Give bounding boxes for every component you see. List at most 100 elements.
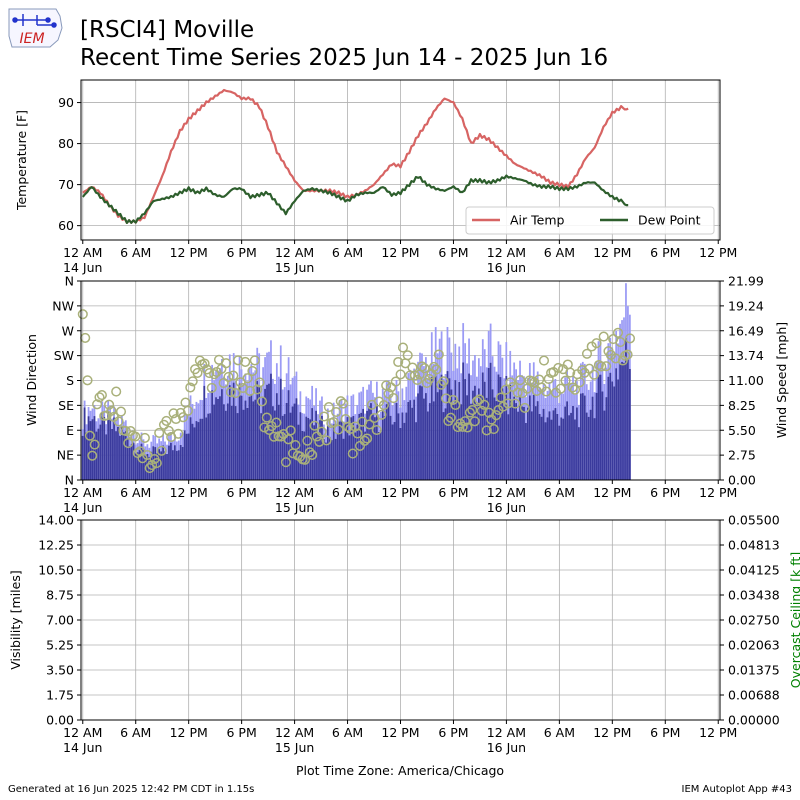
x-day-label: 15 Jun bbox=[275, 740, 314, 755]
speed-bar bbox=[150, 451, 153, 480]
speed-bar bbox=[570, 412, 572, 480]
speed-bar bbox=[274, 410, 276, 480]
speed-tick-label: 0.00 bbox=[728, 473, 756, 488]
speed-bar bbox=[530, 411, 533, 480]
series-line-dew-point bbox=[81, 174, 629, 224]
speed-bar bbox=[358, 413, 361, 480]
speed-bar bbox=[201, 418, 204, 480]
speed-bar bbox=[164, 451, 166, 480]
speed-bar bbox=[558, 425, 561, 480]
visibility-tick-label: 5.25 bbox=[46, 638, 74, 653]
speed-bar bbox=[476, 404, 478, 480]
speed-bar bbox=[270, 373, 272, 480]
direction-marker bbox=[156, 445, 167, 456]
x-day-label: 16 Jun bbox=[487, 500, 526, 515]
x-tick-label: 12 PM bbox=[699, 725, 737, 740]
generated-footer: Generated at 16 Jun 2025 12:42 PM CDT in… bbox=[8, 784, 255, 795]
direction-marker bbox=[92, 399, 103, 410]
direction-marker bbox=[378, 400, 389, 411]
direction-marker bbox=[577, 365, 588, 376]
speed-bar bbox=[515, 403, 517, 480]
speed-bar bbox=[250, 394, 253, 480]
speed-bar bbox=[623, 362, 625, 480]
direction-marker bbox=[555, 383, 566, 394]
x-tick-label: 12 AM bbox=[63, 245, 102, 260]
speed-bar bbox=[181, 447, 184, 480]
speed-bar bbox=[597, 374, 600, 480]
speed-bar bbox=[87, 416, 90, 480]
speed-bar bbox=[493, 397, 496, 480]
x-tick-label: 12 PM bbox=[381, 725, 419, 740]
speed-bar bbox=[385, 404, 388, 480]
speed-bar bbox=[383, 416, 386, 480]
direction-marker bbox=[87, 450, 98, 461]
speed-bar bbox=[574, 419, 576, 480]
speed-bar bbox=[254, 399, 257, 480]
x-tick-label: 6 AM bbox=[120, 725, 151, 740]
speed-bar bbox=[421, 386, 423, 480]
direction-marker bbox=[240, 356, 251, 367]
speed-bar bbox=[428, 403, 431, 480]
direction-marker bbox=[440, 393, 452, 404]
direction-marker bbox=[460, 416, 471, 427]
direction-marker bbox=[467, 405, 478, 416]
speed-tick-label: 21.99 bbox=[728, 274, 764, 289]
speed-bar bbox=[183, 430, 186, 480]
direction-marker bbox=[82, 375, 93, 386]
visibility-x-ticks: 12 AM 6 AM 12 PM 6 PM 12 AM 6 AM 12 PM 6 PM 12 A… bbox=[63, 720, 737, 755]
speed-bar bbox=[219, 396, 221, 480]
speed-bar bbox=[552, 410, 555, 480]
speed-bar bbox=[323, 439, 325, 480]
x-axis-label: Plot Time Zone: America/Chicago bbox=[296, 763, 504, 778]
speed-bar bbox=[536, 401, 539, 480]
speed-bar bbox=[403, 422, 406, 480]
speed-bar bbox=[556, 414, 559, 480]
speed-bar bbox=[352, 416, 355, 480]
speed-tick-label: 5.50 bbox=[728, 423, 756, 438]
direction-marker bbox=[84, 430, 95, 441]
temperature-y-ticks: 60 70 80 90 bbox=[58, 95, 81, 233]
speed-bar bbox=[350, 417, 353, 480]
speed-bar bbox=[168, 445, 170, 480]
x-tick-label: 6 AM bbox=[120, 485, 151, 500]
speed-bar bbox=[344, 423, 347, 480]
speed-bar bbox=[503, 406, 506, 480]
direction-marker bbox=[256, 396, 268, 407]
direction-marker bbox=[314, 436, 325, 447]
speed-bar bbox=[528, 395, 531, 480]
speed-bar bbox=[228, 385, 231, 480]
speed-bar bbox=[158, 449, 161, 480]
speed-bar bbox=[440, 374, 443, 480]
direction-marker bbox=[182, 405, 193, 416]
visibility-tick-label: 8.75 bbox=[46, 588, 74, 603]
direction-tick-label: E bbox=[66, 423, 74, 438]
direction-marker bbox=[120, 426, 131, 437]
direction-marker bbox=[104, 399, 115, 410]
speed-bar bbox=[268, 383, 270, 480]
speed-bar bbox=[579, 393, 582, 480]
speed-bar bbox=[146, 454, 149, 480]
speed-bar bbox=[173, 445, 176, 480]
x-tick-label: 6 AM bbox=[544, 725, 575, 740]
direction-marker bbox=[223, 371, 234, 382]
wind-speed-label: Wind Speed [mph] bbox=[774, 322, 789, 438]
speed-bar bbox=[89, 421, 92, 480]
ceiling-tick-label: 0.05500 bbox=[728, 513, 780, 528]
speed-bar bbox=[172, 450, 174, 480]
speed-bar bbox=[213, 404, 215, 480]
direction-marker bbox=[139, 432, 150, 443]
speed-bar bbox=[262, 397, 264, 480]
direction-marker bbox=[388, 393, 399, 404]
x-day-label: 14 Jun bbox=[63, 740, 102, 755]
wind-x-ticks: 12 AM 6 AM 12 PM 6 PM 12 AM 6 AM 12 PM 6 PM 12 A… bbox=[63, 480, 737, 515]
speed-bar bbox=[507, 414, 510, 480]
x-day-label: 15 Jun bbox=[275, 260, 314, 275]
speed-bar bbox=[381, 410, 384, 480]
direction-marker bbox=[80, 332, 91, 343]
direction-marker bbox=[574, 377, 585, 388]
speed-bar bbox=[393, 422, 396, 480]
speed-bar bbox=[191, 423, 194, 480]
direction-marker bbox=[359, 435, 370, 446]
direction-marker bbox=[299, 454, 311, 465]
visibility-tick-label: 0.00 bbox=[46, 713, 74, 728]
